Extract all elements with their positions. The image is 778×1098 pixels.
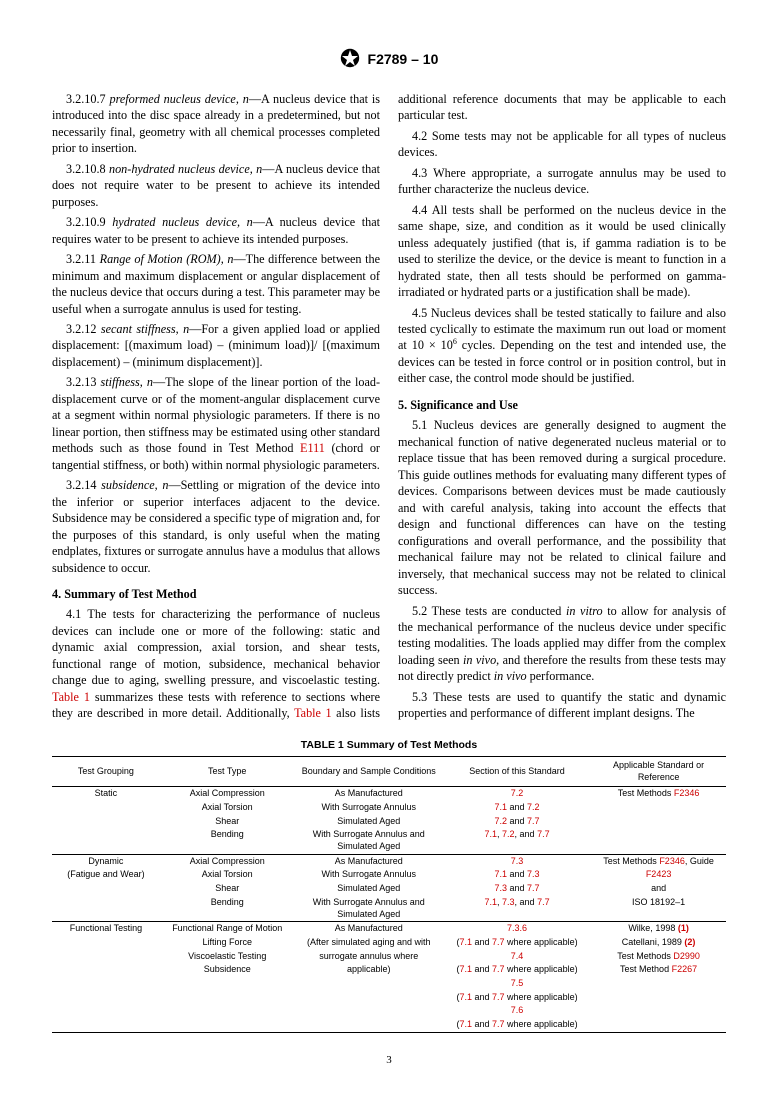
row-func-3: Viscoelastic Testingsurrogate annulus wh… (52, 950, 726, 964)
th-sec: Section of this Standard (443, 756, 591, 786)
row-func-5: 7.5 (52, 977, 726, 991)
row-func-7: 7.6 (52, 1004, 726, 1018)
row-func-2: Lifting Force(After simulated aging and … (52, 936, 726, 950)
def-3.2.13: 3.2.13 stiffness, n—The slope of the lin… (52, 374, 380, 473)
page-number: 3 (52, 1053, 726, 1068)
para-5.3: 5.3 These tests are used to quantify the… (398, 689, 726, 722)
th-ref: Applicable Standard or Reference (591, 756, 726, 786)
para-4.3: 4.3 Where appropriate, a surrogate annul… (398, 165, 726, 198)
ref-e111[interactable]: E111 (300, 441, 325, 455)
table1: Test Grouping Test Type Boundary and Sam… (52, 756, 726, 1033)
para-4.5: 4.5 Nucleus devices shall be tested stat… (398, 305, 726, 387)
para-4.4: 4.4 All tests shall be performed on the … (398, 202, 726, 301)
para-5.1: 5.1 Nucleus devices are generally design… (398, 417, 726, 598)
th-group: Test Grouping (52, 756, 160, 786)
para-4.2: 4.2 Some tests may not be applicable for… (398, 128, 726, 161)
row-dyn-4: BendingWith Surrogate Annulus and Simula… (52, 896, 726, 922)
row-func-1: Functional TestingFunctional Range of Mo… (52, 922, 726, 936)
row-func-6: (7.1 and 7.7 where applicable) (52, 991, 726, 1005)
def-3.2.12: 3.2.12 secant stiffness, n—For a given a… (52, 321, 380, 370)
th-bc: Boundary and Sample Conditions (295, 756, 443, 786)
row-dyn-1: DynamicAxial CompressionAs Manufactured … (52, 854, 726, 868)
def-3.2.14: 3.2.14 subsidence, n—Settling or migrati… (52, 477, 380, 576)
def-3.2.11: 3.2.11 Range of Motion (ROM), n—The diff… (52, 251, 380, 317)
th-type: Test Type (160, 756, 295, 786)
def-3.2.10.7: 3.2.10.7 preformed nucleus device, n—A n… (52, 91, 380, 157)
para-5.2: 5.2 These tests are conducted in vitro t… (398, 603, 726, 685)
row-func-4: Subsidenceapplicable) (7.1 and 7.7 where… (52, 963, 726, 977)
table1-title: TABLE 1 Summary of Test Methods (52, 738, 726, 752)
row-func-8: (7.1 and 7.7 where applicable) (52, 1018, 726, 1032)
ref-table1b[interactable]: Table 1 (294, 706, 332, 720)
astm-logo (340, 48, 360, 73)
row-dyn-2: (Fatigue and Wear)Axial TorsionWith Surr… (52, 868, 726, 882)
section-5-title: 5. Significance and Use (398, 397, 726, 413)
section-4-title: 4. Summary of Test Method (52, 586, 380, 602)
ref-table1a[interactable]: Table 1 (52, 690, 90, 704)
header-designation: F2789 – 10 (368, 51, 439, 67)
page-header: F2789 – 10 (52, 48, 726, 73)
row-static-1: Static Axial Compression As Manufactured… (52, 787, 726, 801)
row-static-3: ShearSimulated Aged 7.2 and 7.7 (52, 815, 726, 829)
row-static-2: Axial TorsionWith Surrogate Annulus 7.1 … (52, 801, 726, 815)
def-3.2.10.8: 3.2.10.8 non-hydrated nucleus device, n—… (52, 161, 380, 210)
row-dyn-3: ShearSimulated Aged 7.3 and 7.7 and (52, 882, 726, 896)
row-static-4: BendingWith Surrogate Annulus and Simula… (52, 828, 726, 854)
body-columns: 3.2.10.7 preformed nucleus device, n—A n… (52, 91, 726, 724)
def-3.2.10.9: 3.2.10.9 hydrated nucleus device, n—A nu… (52, 214, 380, 247)
